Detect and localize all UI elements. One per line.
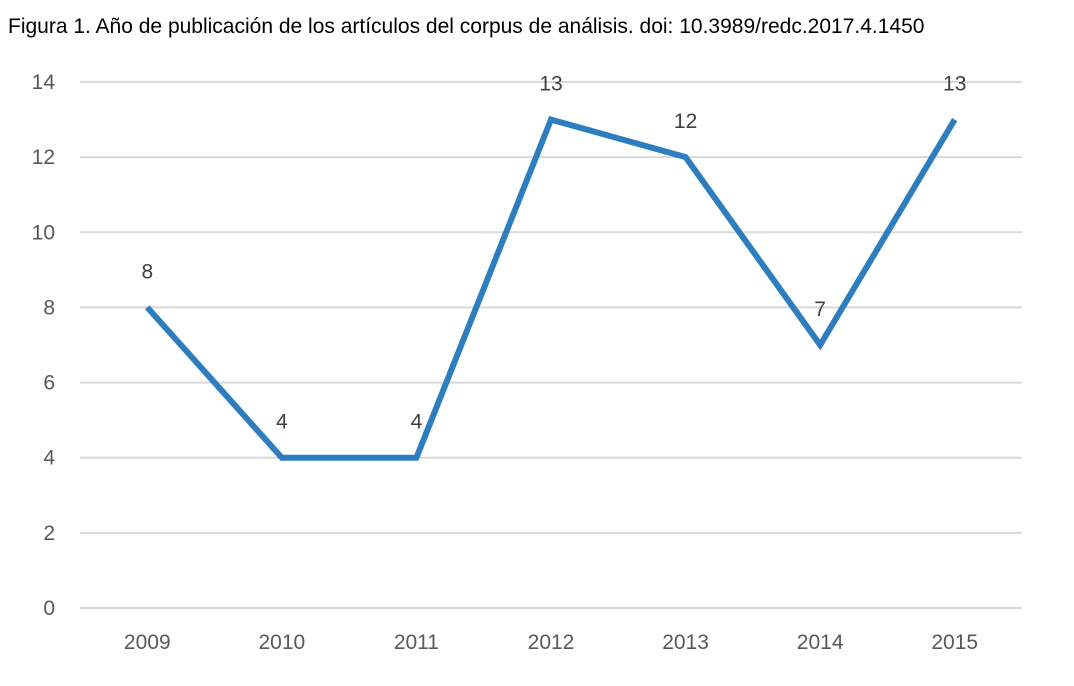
y-axis-tick-labels: 0 2 4 6 8 10 12 14 bbox=[32, 71, 56, 620]
x-tick-label: 2013 bbox=[662, 631, 709, 654]
x-tick-label: 2015 bbox=[931, 631, 978, 654]
y-tick-label: 4 bbox=[43, 447, 55, 470]
x-tick-label: 2011 bbox=[394, 631, 439, 654]
y-tick-label: 0 bbox=[43, 597, 55, 620]
y-tick-label: 12 bbox=[32, 146, 55, 169]
series-lines bbox=[145, 115, 958, 461]
data-label: 8 bbox=[141, 260, 153, 283]
y-tick-label: 14 bbox=[32, 71, 56, 94]
y-tick-label: 8 bbox=[43, 296, 55, 319]
x-axis-tick-labels: 2009 2010 2011 2012 2013 2014 2015 bbox=[124, 631, 978, 654]
data-label: 4 bbox=[411, 411, 423, 434]
x-tick-label: 2010 bbox=[258, 631, 305, 654]
y-tick-label: 2 bbox=[43, 522, 55, 545]
data-label: 12 bbox=[674, 110, 697, 133]
data-labels: 8 4 4 13 12 7 13 bbox=[141, 73, 966, 434]
y-tick-label: 10 bbox=[32, 221, 55, 244]
figure-caption: Figura 1. Año de publicación de los artí… bbox=[8, 15, 925, 38]
data-label: 7 bbox=[814, 298, 826, 321]
x-tick-label: 2014 bbox=[797, 631, 844, 654]
series-line bbox=[145, 115, 958, 461]
x-tick-label: 2009 bbox=[124, 631, 171, 654]
data-label: 13 bbox=[539, 73, 562, 96]
data-label: 13 bbox=[943, 73, 966, 96]
y-tick-label: 6 bbox=[43, 372, 55, 395]
x-tick-label: 2012 bbox=[528, 631, 575, 654]
gridlines bbox=[80, 81, 1022, 609]
data-label: 4 bbox=[276, 411, 288, 434]
